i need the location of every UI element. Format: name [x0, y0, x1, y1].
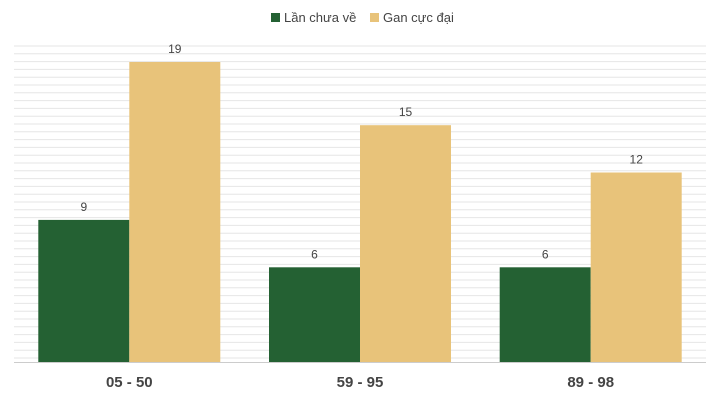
bar-lan-chua-ve-89-98: [499, 267, 591, 362]
value-label-lan-chua-ve-59-95: 6: [311, 247, 318, 261]
legend-label-gan-cuc-dai: Gan cực đại: [383, 10, 454, 25]
category-labels: 05 - 50 59 - 95 89 - 98: [106, 374, 614, 391]
legend-swatch-gan-cuc-dai: [370, 13, 379, 22]
legend-label-lan-chua-ve: Lần chưa về: [284, 10, 356, 25]
value-label-gan-cuc-dai-59-95: 15: [399, 105, 413, 119]
category-label-59-95: 59 - 95: [337, 374, 384, 391]
bar-gan-cuc-dai-59-95: [360, 125, 451, 362]
bar-gan-cuc-dai-89-98: [590, 172, 682, 362]
bar-lan-chua-ve-05-50: [38, 219, 130, 362]
value-label-gan-cuc-dai-89-98: 12: [630, 153, 644, 167]
value-label-gan-cuc-dai-05-50: 19: [168, 42, 182, 56]
bars: [38, 62, 682, 362]
legend-swatch-lan-chua-ve: [271, 13, 280, 22]
category-label-05-50: 05 - 50: [106, 374, 153, 391]
value-label-lan-chua-ve-89-98: 6: [542, 247, 549, 261]
legend: Lần chưa về Gan cực đại: [271, 10, 454, 25]
category-label-89-98: 89 - 98: [567, 374, 614, 391]
value-labels: 9 19 6 15 6 12: [80, 42, 643, 261]
bar-lan-chua-ve-59-95: [269, 267, 360, 362]
value-label-lan-chua-ve-05-50: 9: [80, 200, 87, 214]
bar-gan-cuc-dai-05-50: [129, 62, 221, 362]
